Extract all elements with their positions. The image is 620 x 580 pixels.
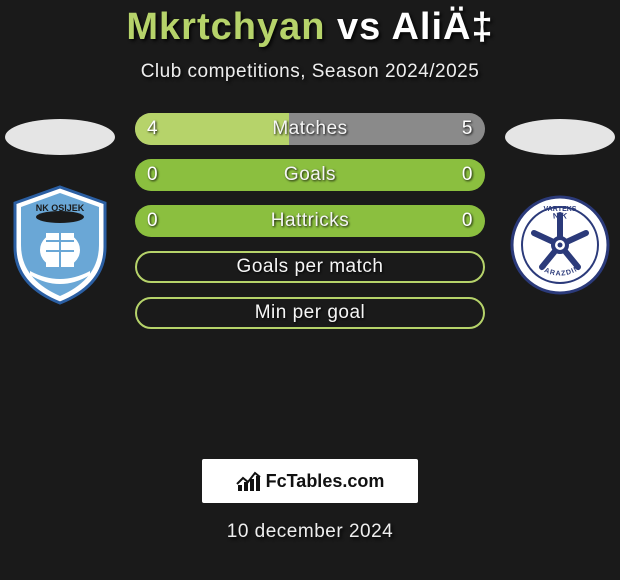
branding-badge[interactable]: FcTables.com [202,459,418,503]
stat-right-value: 0 [462,164,473,186]
svg-text:NK OSIJEK: NK OSIJEK [36,203,85,213]
vs-text: vs [337,6,381,48]
player-left-column: NK OSIJEK [0,113,120,305]
stat-row: Hattricks0 0 [135,205,485,237]
stats-list: Matches45Goals00Hattricks00Goals per mat… [135,113,485,343]
date-text: 10 december 2024 [0,521,620,543]
stat-left-value: 0 [147,164,158,186]
player-right-name: AliÄ‡ [391,6,493,48]
club-left-badge: NK OSIJEK [10,185,110,305]
stat-label: Matches [135,118,485,140]
stat-right-value: 5 [462,118,473,140]
stat-row: Matches4 5 [135,113,485,145]
stat-left-value: 4 [147,118,158,140]
stat-label: Goals per match [137,256,483,278]
branding-text: FcTables.com [266,471,385,492]
chart-icon [236,470,262,492]
subtitle: Club competitions, Season 2024/2025 [0,61,620,83]
page-title: Mkrtchyan vs AliÄ‡ [0,0,620,49]
stat-row: Goals per match [135,251,485,283]
comparison-panel: NK OSIJEK N K [0,113,620,453]
player-left-name: Mkrtchyan [126,6,325,48]
stat-row: Goals0 0 [135,159,485,191]
player-right-column: N K VARAZDIN VARTEKS [500,113,620,305]
stat-label: Goals [135,164,485,186]
svg-text:VARTEKS: VARTEKS [544,206,577,213]
player-left-silhouette [5,119,115,155]
stat-row: Min per goal [135,297,485,329]
stat-label: Hattricks [135,210,485,232]
club-right-badge: N K VARAZDIN VARTEKS [510,185,610,305]
stat-right-value: 0 [462,210,473,232]
player-right-silhouette [505,119,615,155]
stat-label: Min per goal [137,302,483,324]
stat-left-value: 0 [147,210,158,232]
